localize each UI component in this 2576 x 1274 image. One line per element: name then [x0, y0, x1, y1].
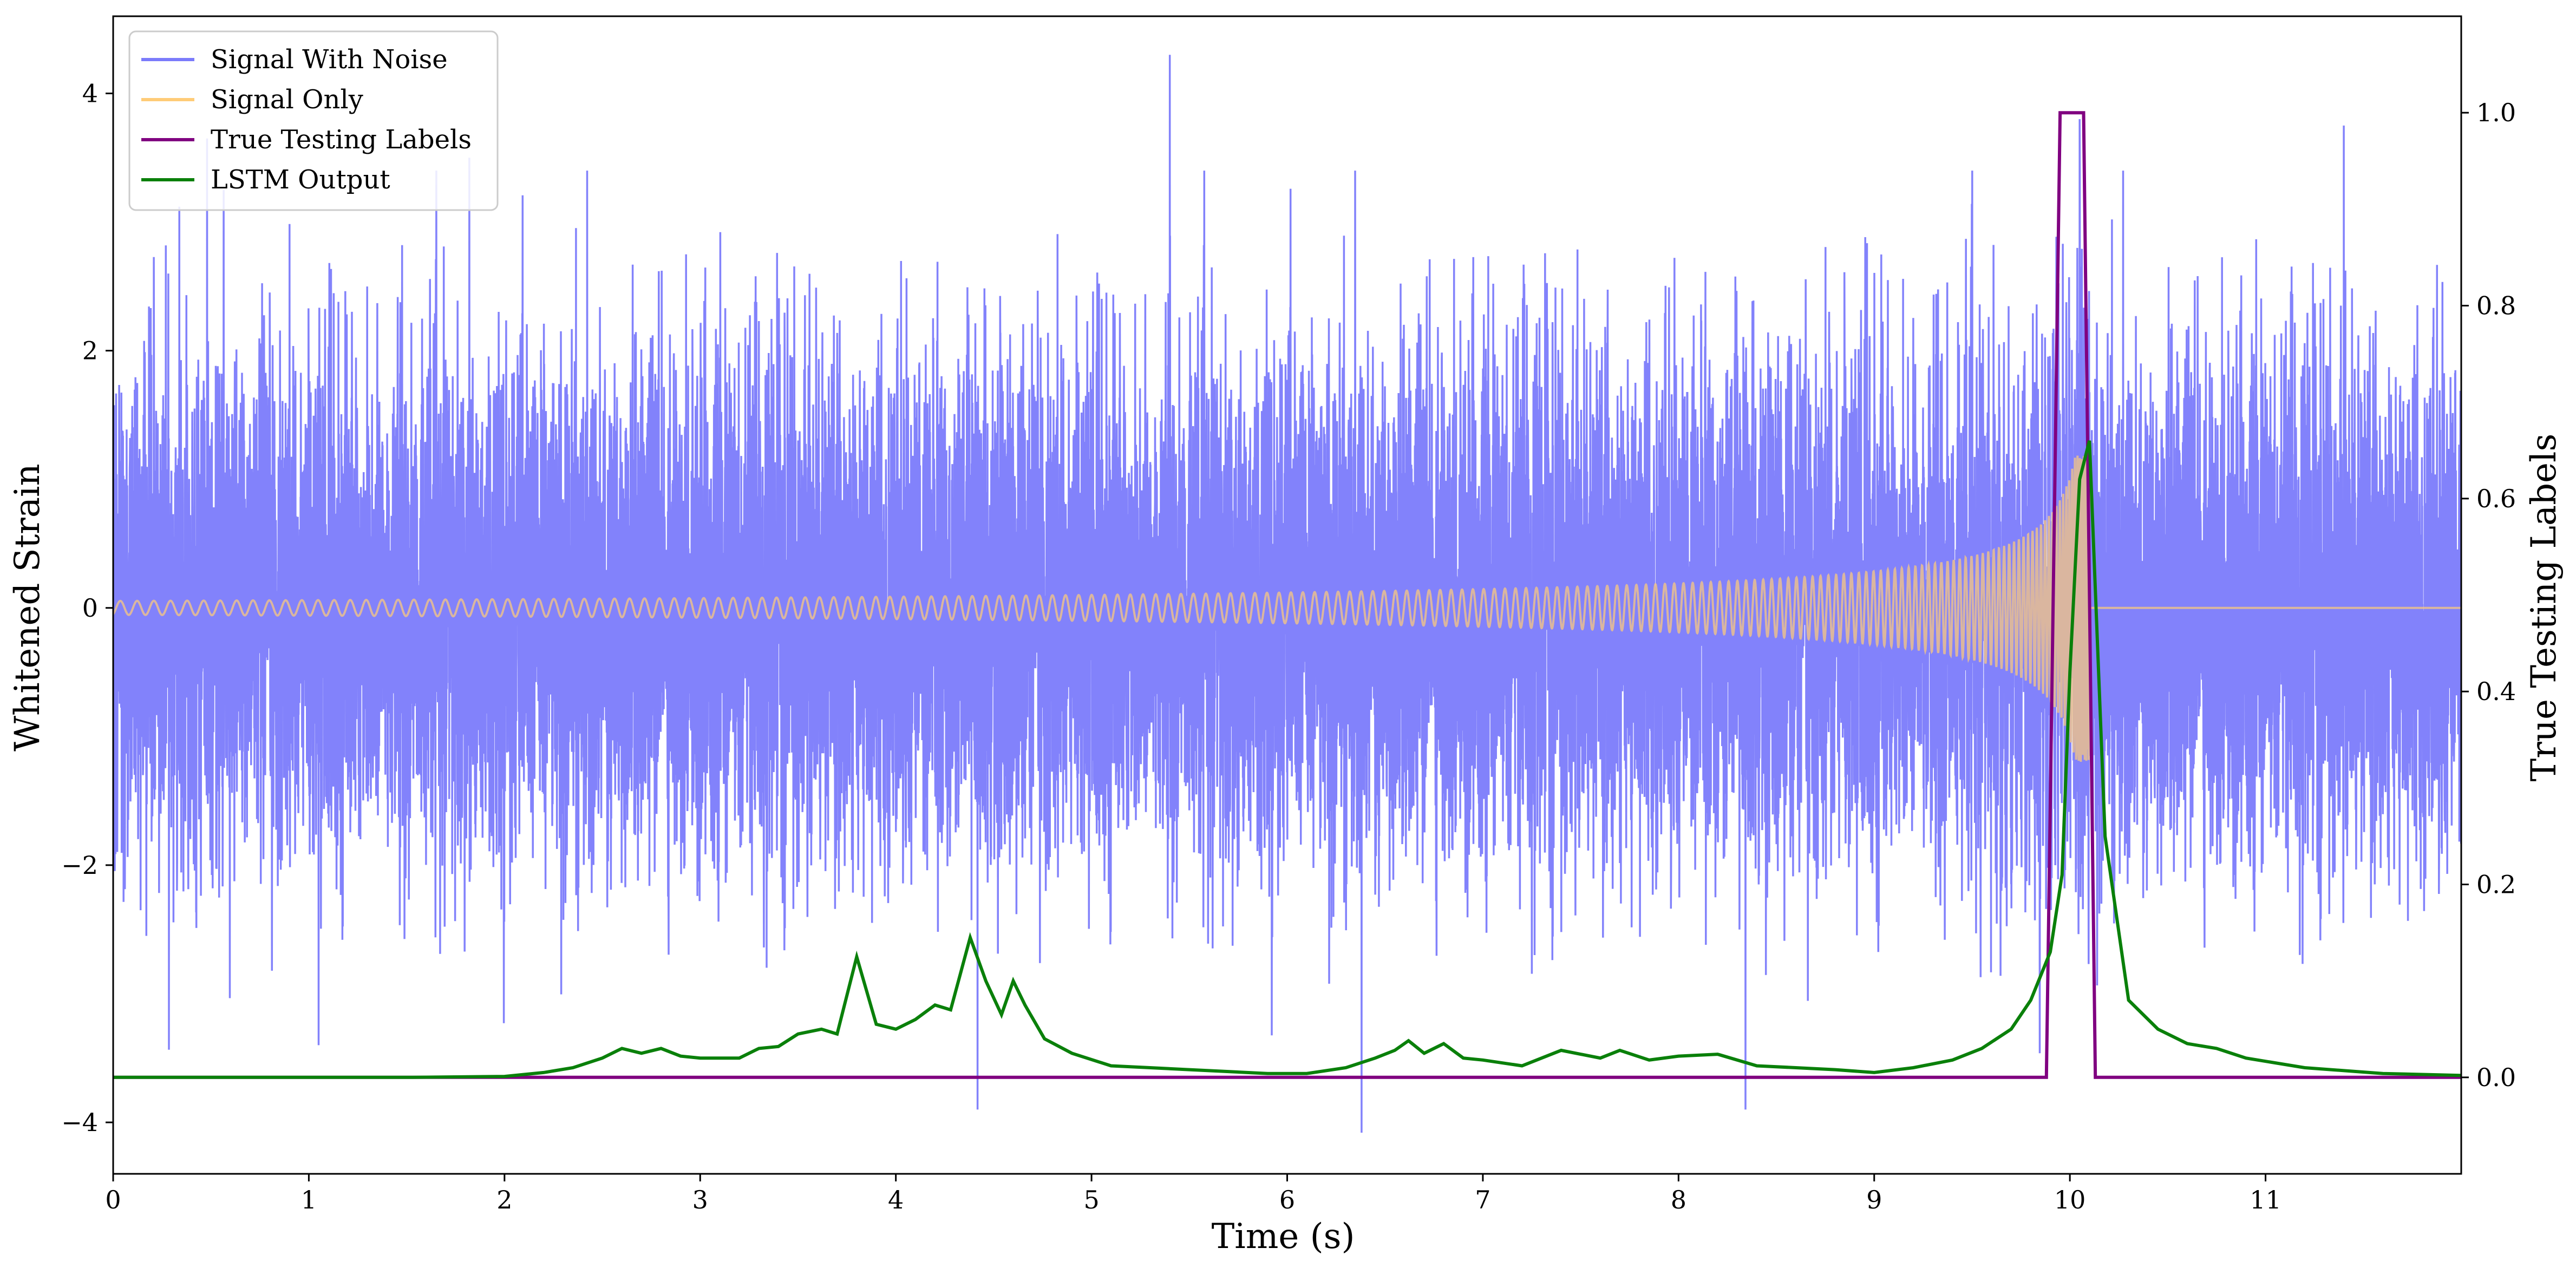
legend-label: Signal Only [211, 84, 363, 115]
y-axis-left-label: Whitened Strain [8, 463, 48, 751]
y-right-tick-label: 0.8 [2476, 291, 2516, 321]
x-tick-label: 2 [496, 1185, 512, 1214]
series-signal-with-noise [113, 55, 2461, 1133]
legend-box [128, 30, 499, 211]
y-left-tick-label: 2 [82, 336, 98, 365]
y-right-tick-label: 0.2 [2476, 870, 2516, 899]
series-true-testing-labels [113, 111, 2461, 1079]
x-tick-label: 8 [1671, 1185, 1686, 1214]
y-left-tick-label: 0 [82, 593, 98, 623]
x-tick-label: 1 [301, 1185, 317, 1214]
plot-area [113, 55, 2461, 1133]
y-right-tick-label: 0.4 [2476, 677, 2516, 706]
x-tick-label: 9 [1866, 1185, 1882, 1214]
series-lstm-output [113, 440, 2461, 1079]
x-tick-label: 5 [1083, 1185, 1099, 1214]
x-tick-label: 11 [2250, 1185, 2281, 1214]
y-left-tick-label: −4 [61, 1108, 98, 1137]
y-right-tick-label: 0.0 [2476, 1063, 2516, 1092]
y-right-tick-label: 0.6 [2476, 484, 2516, 513]
y-left-tick-label: 4 [82, 79, 98, 108]
legend-label: LSTM Output [211, 165, 390, 195]
x-tick-label: 7 [1475, 1185, 1490, 1214]
legend-label: True Testing Labels [211, 125, 472, 155]
x-tick-label: 0 [105, 1185, 121, 1214]
legend-label: Signal With Noise [211, 44, 448, 75]
axes: 0 1 2 3 4 5 6 7 8 9 10 11 −4 −2 0 2 4 0.0 0.2 0.4 0.6 0.8 1.0 [61, 15, 2516, 1214]
x-tick-label: 3 [692, 1185, 708, 1214]
series-signal-only [113, 453, 2461, 762]
legend: Signal With Noise Signal Only True Testing… [128, 30, 499, 211]
x-tick-label: 4 [888, 1185, 904, 1214]
x-tick-label: 6 [1279, 1185, 1295, 1214]
x-tick-label: 10 [2054, 1185, 2086, 1214]
y-right-tick-label: 1.0 [2476, 98, 2516, 127]
y-axis-right-label: True Testing Labels [2524, 434, 2564, 782]
y-left-tick-label: −2 [61, 851, 98, 880]
x-axis-label: Time (s) [1212, 1217, 1355, 1257]
series-group [113, 55, 2461, 1133]
